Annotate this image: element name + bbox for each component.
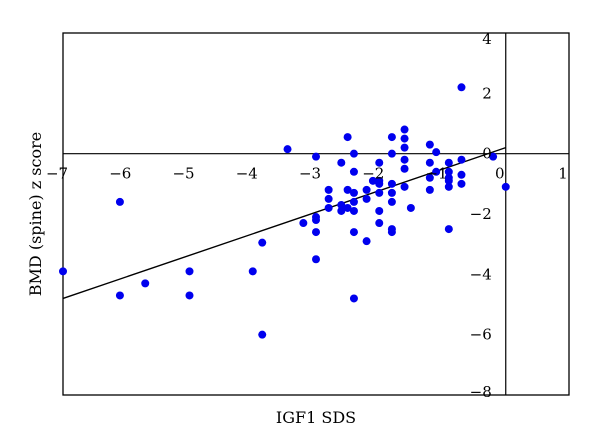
- data-point: [324, 194, 333, 203]
- data-point: [425, 158, 434, 167]
- x-tick-label: −2: [362, 165, 384, 183]
- y-tick-label: −6: [470, 326, 492, 344]
- y-tick-label: −8: [470, 383, 492, 401]
- data-point: [387, 228, 396, 237]
- y-tick-label: 2: [482, 84, 492, 102]
- data-point: [349, 167, 358, 176]
- data-point: [349, 197, 358, 206]
- data-point: [400, 164, 409, 173]
- x-tick-label: −1: [425, 165, 447, 183]
- data-point: [349, 206, 358, 215]
- data-point: [375, 179, 384, 188]
- data-point: [343, 185, 352, 194]
- data-point: [337, 200, 346, 209]
- data-point: [349, 228, 358, 237]
- data-point: [337, 158, 346, 167]
- data-point: [444, 167, 453, 176]
- data-point: [312, 228, 320, 237]
- y-tick-label: −2: [470, 205, 492, 223]
- data-point: [141, 279, 150, 288]
- data-point: [432, 167, 441, 176]
- regression-line: [62, 146, 506, 300]
- y-tick-label: −4: [470, 265, 492, 283]
- data-point: [312, 152, 320, 161]
- data-point: [115, 291, 124, 300]
- x-axis-label: IGF1 SDS: [276, 408, 356, 427]
- data-point: [425, 173, 434, 182]
- x-tick-label: −4: [236, 165, 258, 183]
- data-point: [400, 143, 409, 152]
- data-point: [59, 267, 67, 276]
- data-point: [425, 185, 434, 194]
- data-point: [432, 148, 441, 157]
- data-point: [387, 149, 396, 158]
- data-point: [185, 267, 194, 276]
- data-point: [400, 134, 409, 143]
- data-point: [387, 188, 396, 197]
- data-point: [362, 185, 371, 194]
- x-tick-label: −6: [109, 165, 131, 183]
- data-point: [400, 125, 409, 134]
- data-point: [283, 145, 292, 154]
- data-point: [457, 170, 466, 179]
- data-point: [343, 203, 352, 212]
- data-points: [59, 83, 510, 339]
- data-point: [258, 238, 267, 247]
- x-tick-label: 1: [558, 165, 568, 183]
- x-tick-label: −5: [172, 165, 194, 183]
- plot-frame: [62, 32, 570, 396]
- data-point: [400, 182, 409, 191]
- data-point: [444, 158, 453, 167]
- y-tick-labels: −8 −6 −4 −2 0 2 4: [470, 30, 492, 401]
- y-tick-label: 0: [482, 145, 492, 163]
- data-point: [444, 182, 453, 191]
- data-point: [337, 206, 346, 215]
- data-point: [362, 237, 371, 246]
- data-point: [387, 179, 396, 188]
- data-point: [324, 203, 333, 212]
- data-point: [444, 225, 453, 234]
- data-point: [406, 203, 415, 212]
- x-tick-labels: −7 −6 −5 −4 −3 −2 −1 0 1: [46, 165, 568, 183]
- data-point: [312, 216, 320, 225]
- data-point: [489, 152, 498, 161]
- data-point: [349, 188, 358, 197]
- data-point: [375, 188, 384, 197]
- data-point: [400, 155, 409, 164]
- data-point: [349, 149, 358, 158]
- data-point: [368, 176, 377, 185]
- data-point: [115, 197, 124, 206]
- data-point: [375, 219, 384, 228]
- data-point: [349, 294, 358, 303]
- regression-line-group: [62, 146, 506, 300]
- data-point: [457, 179, 466, 188]
- data-point: [387, 133, 396, 142]
- data-point: [375, 206, 384, 215]
- data-point: [362, 194, 371, 203]
- data-point: [343, 133, 352, 142]
- data-point: [248, 267, 257, 276]
- y-axis-label: BMD (spine) z score: [26, 132, 45, 296]
- data-point: [457, 83, 466, 92]
- data-point: [324, 185, 333, 194]
- data-point: [312, 255, 320, 264]
- data-point: [258, 330, 267, 339]
- data-point: [501, 182, 510, 191]
- x-tick-label: −3: [299, 165, 321, 183]
- x-tick-label: −7: [46, 165, 68, 183]
- y-tick-label: 4: [482, 30, 492, 48]
- x-tick-label: 0: [495, 165, 505, 183]
- data-point: [457, 155, 466, 164]
- data-point: [375, 158, 384, 167]
- data-point: [425, 140, 434, 149]
- data-point: [387, 197, 396, 206]
- data-point: [444, 173, 453, 182]
- data-point: [299, 219, 308, 228]
- data-point: [185, 291, 194, 300]
